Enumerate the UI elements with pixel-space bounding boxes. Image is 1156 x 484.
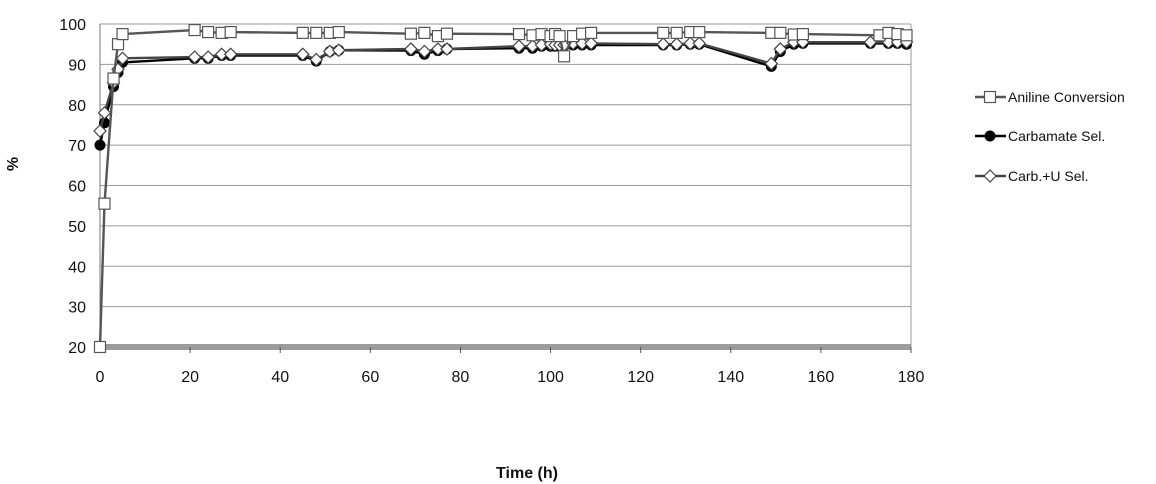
legend: Aniline Conversion Carbamate Sel. Carb.+U … [975,89,1125,184]
data-point [693,25,706,39]
x-tick-label: 80 [452,369,470,386]
data-point [332,25,345,39]
data-point [440,27,454,40]
data-point [683,36,698,51]
y-tick-label: 100 [59,17,86,34]
data-point [404,27,417,40]
data-point [692,36,707,51]
x-tick-label: 180 [898,369,925,386]
data-point [557,50,571,63]
data-point [440,42,454,56]
y-tick-label: 30 [68,300,86,317]
legend-marker [984,130,996,142]
data-point [223,47,238,62]
x-tick-label: 20 [181,369,199,386]
data-point [188,23,201,37]
data-point [93,124,107,138]
legend-label: Carb.+U Sel. [1008,168,1089,184]
data-point [98,197,111,210]
x-axis-line [100,344,911,350]
data-point [656,37,671,52]
gridlines [100,23,912,347]
y-tick-label: 80 [68,98,86,115]
data-point [404,42,418,56]
data-point [773,42,788,56]
x-tick-label: 140 [717,369,744,386]
data-point [94,139,106,151]
series-square [93,23,913,354]
data-point [115,51,130,66]
y-tick-label: 70 [68,138,86,155]
data-point [309,52,324,67]
data-point [116,27,129,41]
series-diamond [93,35,914,138]
data-point [669,37,684,52]
y-tick-label: 20 [68,340,86,357]
data-point [774,26,787,39]
x-tick-label: 100 [537,369,564,386]
data-point [553,30,566,43]
data-point [657,26,670,39]
y-axis-title: % [5,157,22,171]
data-point [97,105,112,120]
data-point [900,29,913,42]
series-line [98,28,907,348]
data-point [214,47,229,62]
legend-marker [983,90,997,104]
data-point [202,25,215,39]
data-point [417,44,432,59]
y-tick-label: 60 [68,179,86,196]
data-point [584,36,598,51]
y-tick-label: 90 [68,57,86,74]
x-axis-title: Time (h) [496,465,558,482]
data-point [418,26,431,39]
data-point [296,26,309,39]
data-point [295,47,310,62]
data-point [224,25,237,39]
y-tick-label: 40 [68,259,86,276]
data-point [107,72,120,85]
legend-item: Carbamate Sel. [975,128,1105,144]
data-point [670,26,683,39]
y-tick-label: 50 [68,219,86,236]
legend-marker [983,169,997,183]
data-point [201,50,215,64]
data-point [310,26,323,39]
x-tick-label: 0 [96,369,105,386]
axes: 20 30 40 50 60 70 80 90 100 0 20 40 60 80 100 120 140 160… [59,17,924,386]
legend-item: Aniline Conversion [975,89,1125,105]
data-point [111,38,125,51]
data-point [764,56,779,71]
series-group [93,23,914,354]
data-point [431,42,445,56]
data-point [331,43,346,58]
x-tick-label: 40 [271,369,289,386]
data-point [512,39,526,54]
legend-label: Carbamate Sel. [1008,128,1105,144]
x-tick-label: 60 [361,369,379,386]
data-point [93,340,107,354]
data-point [512,27,526,41]
data-point [585,26,598,39]
x-tick-label: 120 [627,369,654,386]
data-point [187,50,202,64]
data-point [796,27,809,41]
x-tick-label: 160 [808,369,835,386]
legend-item: Carb.+U Sel. [975,168,1089,184]
legend-label: Aniline Conversion [1008,89,1125,105]
